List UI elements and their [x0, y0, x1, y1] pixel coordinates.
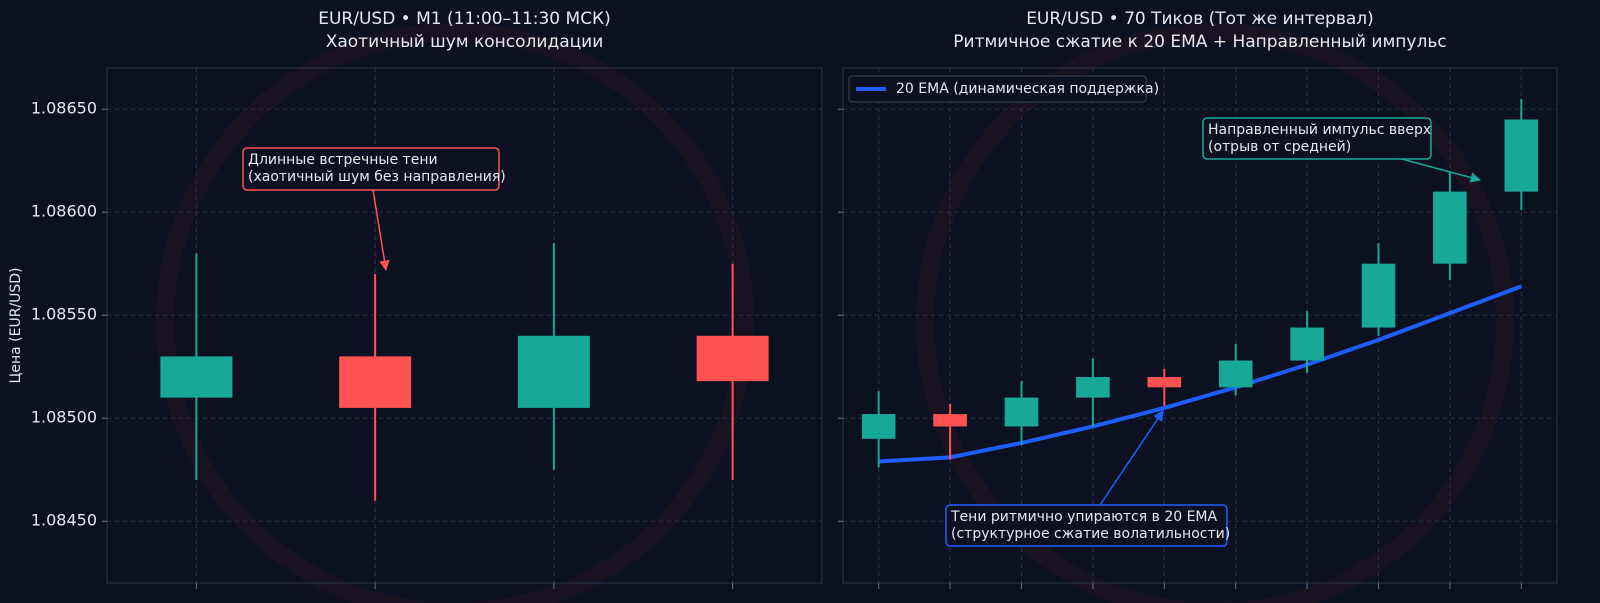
annotation-box	[1202, 117, 1432, 160]
chart-subtitle: Ритмичное сжатие к 20 EMA + Направленный…	[953, 32, 1446, 52]
watermark	[156, 23, 1514, 603]
plot-area	[842, 67, 1558, 584]
y-tick-label: 1.08450	[31, 511, 97, 530]
chart-title: EUR/USD • 70 Тиков (Тот же интервал)	[1026, 9, 1374, 29]
y-axis-label: Цена (EUR/USD)	[8, 267, 24, 383]
candle-body	[1290, 327, 1324, 361]
candle-body	[933, 414, 967, 427]
candle-body	[696, 335, 769, 382]
candle-body	[1076, 377, 1110, 398]
annotation-arrow	[1099, 410, 1164, 506]
candle-body	[517, 335, 590, 408]
y-tick-label: 1.08550	[31, 305, 97, 324]
candle-body	[160, 356, 233, 398]
chart-subtitle: Хаотичный шум консолидации	[326, 32, 604, 52]
candle-body	[1504, 119, 1539, 192]
annotation-box	[945, 504, 1228, 547]
y-tick-label: 1.08600	[31, 202, 97, 221]
candle-body	[1433, 191, 1467, 264]
candle-body	[861, 414, 896, 439]
candle-body	[1004, 397, 1039, 427]
legend-label: 20 EMA (динамическая поддержка)	[896, 81, 1159, 97]
annotation-text: Тени ритмично упираются в 20 EMA	[950, 509, 1218, 525]
legend: 20 EMA (динамическая поддержка)	[848, 75, 1159, 103]
annotation-text: Длинные встречные тени	[248, 152, 438, 168]
candle-body	[339, 356, 412, 408]
annotation-text: (структурное сжатие волатильности)	[951, 526, 1230, 542]
y-tick-label: 1.08650	[31, 99, 97, 118]
annotation-text: (отрыв от средней)	[1208, 139, 1351, 155]
annotation-arrow	[372, 189, 390, 272]
y-tick-label: 1.08500	[31, 408, 97, 427]
annotation-text: (хаотичный шум без направления)	[248, 169, 506, 185]
chart-title: EUR/USD • M1 (11:00–11:30 МСК)	[318, 9, 611, 29]
candle-body	[1218, 360, 1253, 388]
plot-area	[106, 67, 823, 584]
annotation-arrow	[1397, 157, 1482, 183]
annotation-text: Направленный импульс вверх	[1208, 122, 1431, 138]
annotation-box	[242, 147, 500, 191]
candle-body	[1147, 377, 1182, 388]
candle-body	[1361, 263, 1396, 328]
legend-box	[848, 75, 1147, 103]
ema-line	[878, 284, 1523, 464]
